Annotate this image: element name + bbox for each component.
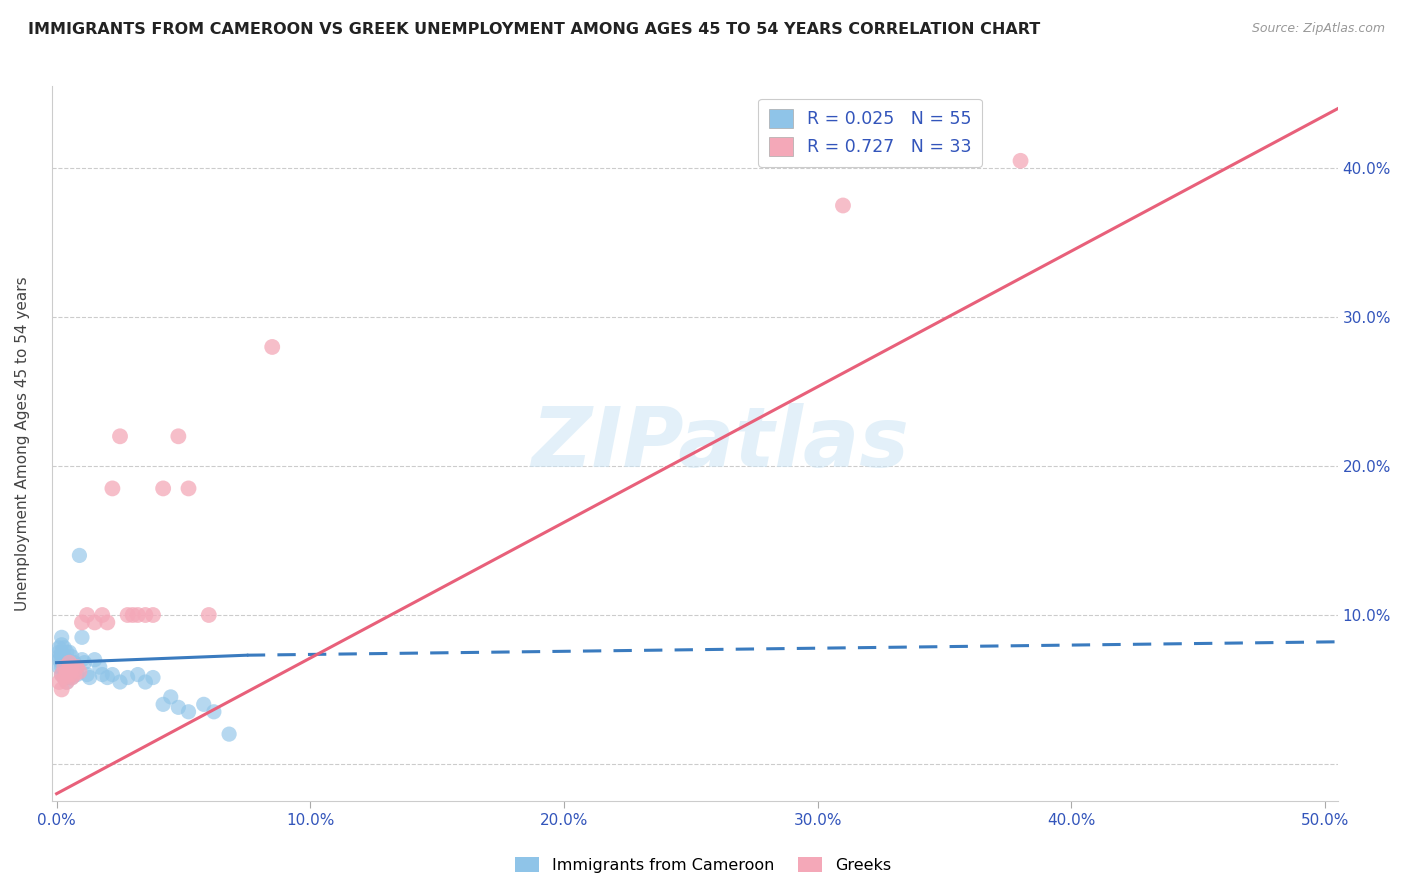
Point <box>117 671 139 685</box>
Point <box>83 615 105 630</box>
Point <box>70 615 93 630</box>
Point <box>121 607 143 622</box>
Point <box>70 653 93 667</box>
Point <box>108 429 131 443</box>
Point <box>53 671 76 685</box>
Point <box>67 549 90 563</box>
Point <box>58 665 80 679</box>
Point <box>60 660 83 674</box>
Point <box>127 607 149 622</box>
Point <box>159 690 181 704</box>
Point <box>55 665 77 679</box>
Point <box>53 660 76 674</box>
Point <box>142 671 165 685</box>
Point <box>53 640 76 655</box>
Point <box>58 656 80 670</box>
Point <box>202 705 225 719</box>
Point <box>55 645 77 659</box>
Point <box>58 656 80 670</box>
Point <box>96 671 118 685</box>
Point <box>66 667 89 681</box>
Point <box>108 675 131 690</box>
Point <box>48 660 70 674</box>
Point <box>96 615 118 630</box>
Point <box>53 649 76 664</box>
Point <box>58 667 80 681</box>
Point <box>60 671 83 685</box>
Point <box>63 665 86 679</box>
Point <box>127 667 149 681</box>
Point <box>51 638 73 652</box>
Point <box>91 667 114 681</box>
Point <box>832 198 855 212</box>
Point <box>67 665 90 679</box>
Legend: Immigrants from Cameroon, Greeks: Immigrants from Cameroon, Greeks <box>509 851 897 880</box>
Point <box>48 675 70 690</box>
Legend: R = 0.025   N = 55, R = 0.727   N = 33: R = 0.025 N = 55, R = 0.727 N = 33 <box>758 99 981 167</box>
Point <box>48 645 70 659</box>
Point <box>134 607 156 622</box>
Point <box>60 649 83 664</box>
Point <box>70 630 93 644</box>
Point <box>152 482 174 496</box>
Point <box>51 630 73 644</box>
Point <box>66 660 89 674</box>
Point <box>198 607 221 622</box>
Point <box>218 727 240 741</box>
Point <box>142 607 165 622</box>
Point <box>51 645 73 659</box>
Point <box>60 671 83 685</box>
Point <box>76 607 98 622</box>
Point <box>55 656 77 670</box>
Point <box>51 660 73 674</box>
Point <box>48 653 70 667</box>
Point <box>262 340 284 354</box>
Point <box>55 675 77 690</box>
Point <box>53 656 76 670</box>
Point <box>167 700 190 714</box>
Point <box>51 656 73 670</box>
Text: Source: ZipAtlas.com: Source: ZipAtlas.com <box>1251 22 1385 36</box>
Point <box>177 482 200 496</box>
Point <box>66 660 89 674</box>
Point <box>53 671 76 685</box>
Point <box>51 649 73 664</box>
Point <box>167 429 190 443</box>
Point <box>134 675 156 690</box>
Point <box>51 667 73 681</box>
Point <box>101 667 124 681</box>
Point <box>63 667 86 681</box>
Point <box>76 667 98 681</box>
Point <box>58 645 80 659</box>
Point <box>51 667 73 681</box>
Point <box>1010 153 1032 168</box>
Point <box>79 671 101 685</box>
Point <box>55 675 77 690</box>
Point <box>177 705 200 719</box>
Point <box>60 660 83 674</box>
Point <box>55 667 77 681</box>
Point <box>73 656 96 670</box>
Point <box>51 682 73 697</box>
Point <box>193 698 215 712</box>
Text: ZIPatlas: ZIPatlas <box>531 403 910 484</box>
Point <box>48 649 70 664</box>
Point <box>91 607 114 622</box>
Point <box>83 653 105 667</box>
Point <box>117 607 139 622</box>
Point <box>58 671 80 685</box>
Point <box>152 698 174 712</box>
Point <box>63 656 86 670</box>
Y-axis label: Unemployment Among Ages 45 to 54 years: Unemployment Among Ages 45 to 54 years <box>15 277 30 611</box>
Text: IMMIGRANTS FROM CAMEROON VS GREEK UNEMPLOYMENT AMONG AGES 45 TO 54 YEARS CORRELA: IMMIGRANTS FROM CAMEROON VS GREEK UNEMPL… <box>28 22 1040 37</box>
Point <box>48 640 70 655</box>
Point <box>101 482 124 496</box>
Point <box>89 660 111 674</box>
Point <box>53 660 76 674</box>
